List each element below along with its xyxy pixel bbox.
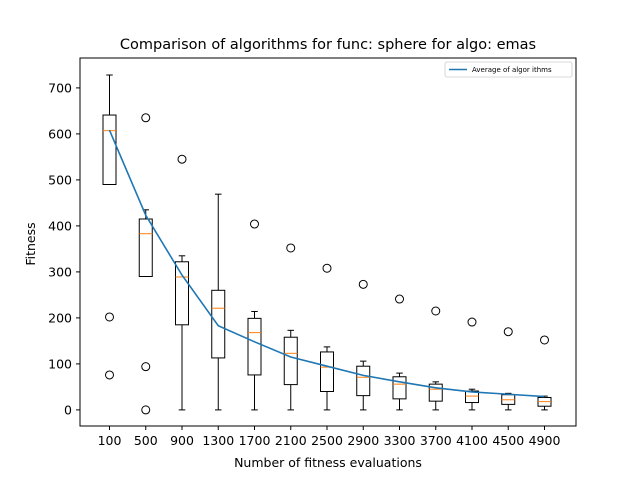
legend-frame [444, 61, 573, 78]
y-tick-label: 200 [48, 310, 72, 325]
flier [105, 370, 114, 380]
box-500 [138, 113, 153, 415]
box-2900 [356, 279, 371, 411]
box-body [392, 376, 407, 400]
x-tick-label: 4500 [492, 433, 524, 448]
box-2100 [283, 243, 298, 411]
flier [503, 327, 513, 337]
box-4100 [465, 317, 479, 411]
chart-title: Comparison of algorithms for func: spher… [120, 37, 536, 53]
y-tick-label: 600 [48, 126, 72, 141]
x-tick-label: 1300 [202, 433, 234, 448]
x-tick-label: 2900 [347, 433, 379, 448]
y-tick-label: 0 [64, 402, 72, 417]
box-900 [175, 154, 189, 411]
flier [141, 362, 151, 372]
box-4500 [501, 327, 516, 411]
y-tick-label: 700 [48, 80, 72, 95]
x-tick-label: 3700 [420, 433, 452, 448]
box-body [211, 289, 226, 359]
box-1700 [247, 219, 262, 411]
box-body [356, 365, 371, 397]
average-line [108, 129, 545, 398]
flier [141, 405, 151, 415]
box-body [320, 351, 334, 393]
x-tick-label: 4900 [529, 433, 561, 448]
flier [250, 219, 259, 229]
y-tick-label: 500 [48, 172, 72, 187]
flier [322, 263, 332, 273]
box-body [175, 261, 189, 326]
plot-area: 0 100 200 300 400 500 600 700 100 500 900 1300 1700 2… [48, 57, 577, 448]
box-4900 [537, 335, 552, 411]
legend-label: Average of algor ithms [472, 66, 552, 74]
x-tick-label: 4100 [456, 433, 488, 448]
flier [467, 317, 477, 327]
x-axis-label: Number of fitness evaluations [234, 455, 422, 470]
box-3700 [428, 306, 443, 411]
y-tick-label: 100 [48, 356, 72, 371]
flier [141, 113, 151, 123]
axes-frame [79, 57, 577, 427]
y-tick-label: 300 [48, 264, 72, 279]
box-body [465, 390, 479, 404]
x-tick-label: 900 [170, 433, 194, 448]
y-axis-label: Fitness [23, 222, 38, 265]
x-tick-label: 100 [98, 433, 122, 448]
x-tick-label: 1700 [239, 433, 271, 448]
box-body [428, 383, 443, 402]
legend: Average of algor ithms [444, 61, 573, 78]
flier [286, 243, 296, 253]
box-body [283, 336, 298, 386]
box-body [247, 317, 262, 376]
box-2500 [320, 263, 334, 411]
flier [358, 279, 368, 289]
box-body [138, 218, 153, 277]
box-3300 [392, 294, 407, 411]
y-tick-label: 400 [48, 218, 72, 233]
box-1300 [211, 193, 226, 411]
flier [540, 335, 549, 345]
box-100 [102, 74, 117, 380]
flier [395, 294, 404, 304]
x-tick-label: 3300 [384, 433, 416, 448]
flier [177, 154, 187, 164]
x-tick-label: 2100 [275, 433, 307, 448]
x-tick-label: 2500 [311, 433, 343, 448]
box-body [102, 114, 117, 185]
flier [105, 312, 114, 322]
flier [431, 306, 441, 316]
x-tick-label: 500 [134, 433, 158, 448]
